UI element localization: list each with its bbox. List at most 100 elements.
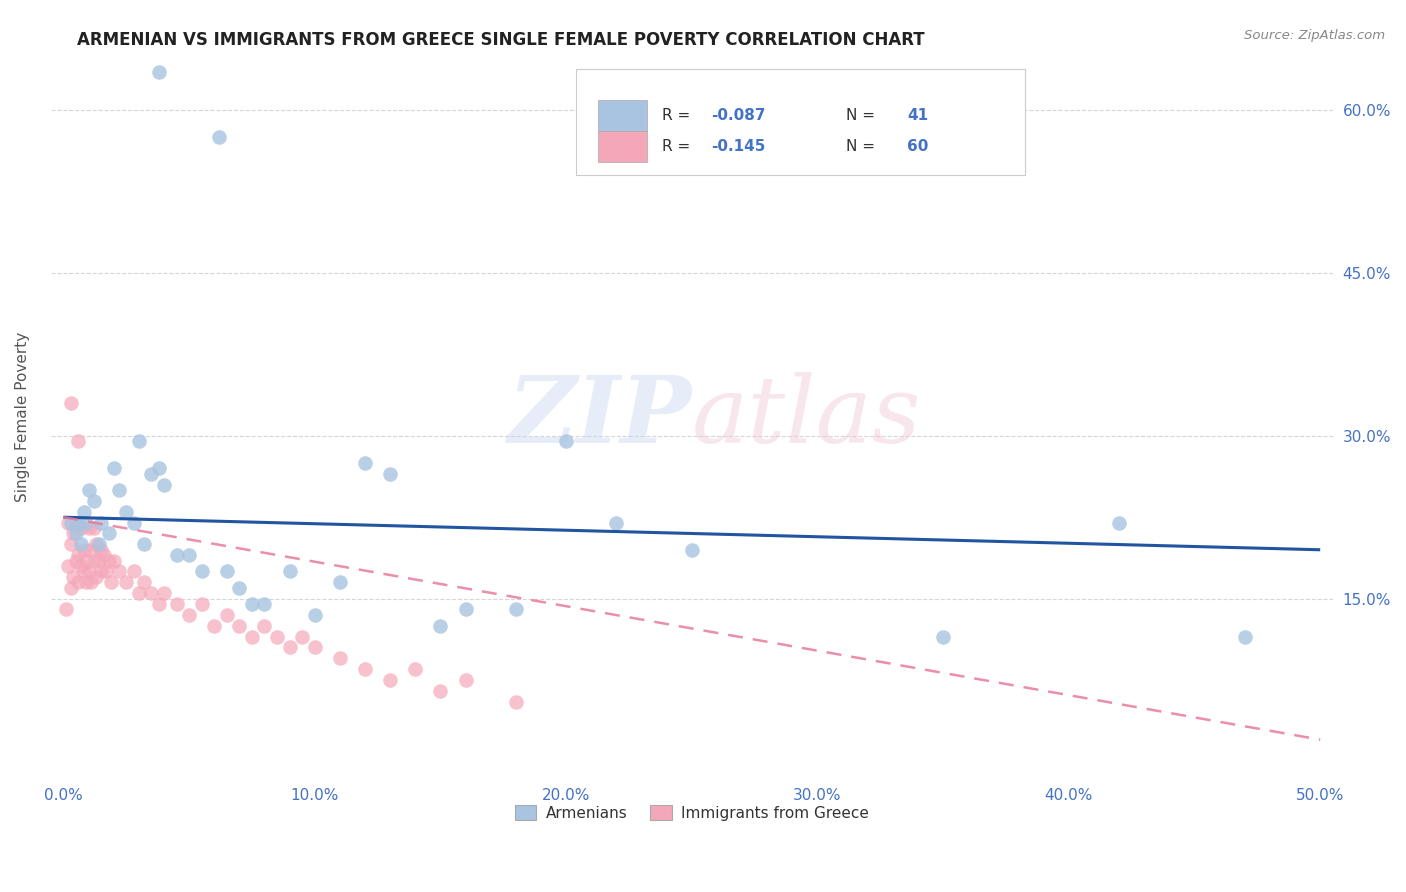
Text: N =: N =: [845, 139, 880, 154]
Point: [404, 662, 426, 676]
Point: [62, 570, 84, 584]
Point: [72, 542, 94, 557]
Point: [59, 537, 82, 551]
Point: [215, 565, 238, 579]
Point: [107, 565, 129, 579]
Point: [304, 607, 326, 622]
Point: [58, 559, 80, 574]
Point: [107, 483, 129, 497]
Point: [148, 597, 170, 611]
Text: -0.145: -0.145: [711, 139, 765, 154]
Point: [148, 461, 170, 475]
Point: [228, 618, 250, 632]
Point: [75, 575, 97, 590]
Point: [100, 575, 122, 590]
Text: N =: N =: [845, 108, 880, 123]
Text: R =: R =: [662, 108, 696, 123]
Point: [122, 565, 145, 579]
Point: [55, 602, 77, 616]
Point: [103, 461, 125, 475]
Point: [380, 467, 402, 481]
Point: [67, 548, 90, 562]
Point: [266, 630, 288, 644]
Point: [190, 565, 212, 579]
Point: [605, 516, 627, 530]
Point: [429, 618, 451, 632]
Point: [354, 662, 377, 676]
Point: [62, 526, 84, 541]
Point: [72, 565, 94, 579]
Point: [80, 575, 103, 590]
Point: [253, 618, 276, 632]
Point: [93, 548, 115, 562]
Point: [67, 575, 90, 590]
Point: [58, 516, 80, 530]
Point: [240, 597, 263, 611]
Point: [97, 526, 120, 541]
Point: [87, 537, 110, 551]
Point: [75, 553, 97, 567]
Point: [177, 607, 200, 622]
Point: [278, 640, 301, 655]
Point: [65, 553, 87, 567]
Point: [153, 477, 176, 491]
FancyBboxPatch shape: [576, 69, 1025, 175]
Point: [505, 602, 527, 616]
Point: [329, 575, 352, 590]
Point: [77, 565, 100, 579]
Point: [240, 630, 263, 644]
Point: [80, 542, 103, 557]
Point: [87, 553, 110, 567]
Point: [228, 581, 250, 595]
Point: [77, 483, 100, 497]
Text: Source: ZipAtlas.com: Source: ZipAtlas.com: [1244, 29, 1385, 42]
Point: [70, 537, 93, 551]
Point: [59, 581, 82, 595]
Point: [115, 505, 138, 519]
Point: [94, 565, 117, 579]
Y-axis label: Single Female Poverty: Single Female Poverty: [15, 332, 30, 502]
Point: [555, 434, 578, 449]
Point: [90, 542, 112, 557]
Point: [190, 597, 212, 611]
Point: [128, 586, 150, 600]
Point: [67, 516, 90, 530]
Point: [72, 505, 94, 519]
Point: [202, 618, 225, 632]
Point: [1108, 516, 1130, 530]
Point: [70, 559, 93, 574]
Point: [215, 607, 238, 622]
Point: [253, 597, 276, 611]
Point: [67, 434, 90, 449]
Point: [932, 630, 955, 644]
Text: ARMENIAN VS IMMIGRANTS FROM GREECE SINGLE FEMALE POVERTY CORRELATION CHART: ARMENIAN VS IMMIGRANTS FROM GREECE SINGL…: [77, 31, 925, 49]
Point: [354, 456, 377, 470]
Point: [429, 683, 451, 698]
Point: [166, 548, 188, 562]
Point: [132, 575, 155, 590]
Point: [291, 630, 314, 644]
Point: [153, 586, 176, 600]
Text: 41: 41: [907, 108, 928, 123]
Point: [115, 575, 138, 590]
Point: [97, 553, 120, 567]
Point: [681, 542, 703, 557]
Text: -0.087: -0.087: [711, 108, 765, 123]
Point: [454, 602, 477, 616]
Point: [128, 434, 150, 449]
Point: [65, 526, 87, 541]
Point: [83, 494, 105, 508]
Text: ZIP: ZIP: [508, 372, 692, 462]
Point: [83, 553, 105, 567]
Text: R =: R =: [662, 139, 696, 154]
FancyBboxPatch shape: [598, 100, 647, 130]
Point: [122, 516, 145, 530]
Point: [75, 516, 97, 530]
Legend: Armenians, Immigrants from Greece: Armenians, Immigrants from Greece: [509, 798, 875, 827]
Point: [84, 537, 107, 551]
Point: [90, 565, 112, 579]
Point: [278, 565, 301, 579]
Point: [166, 597, 188, 611]
Point: [304, 640, 326, 655]
Point: [77, 521, 100, 535]
